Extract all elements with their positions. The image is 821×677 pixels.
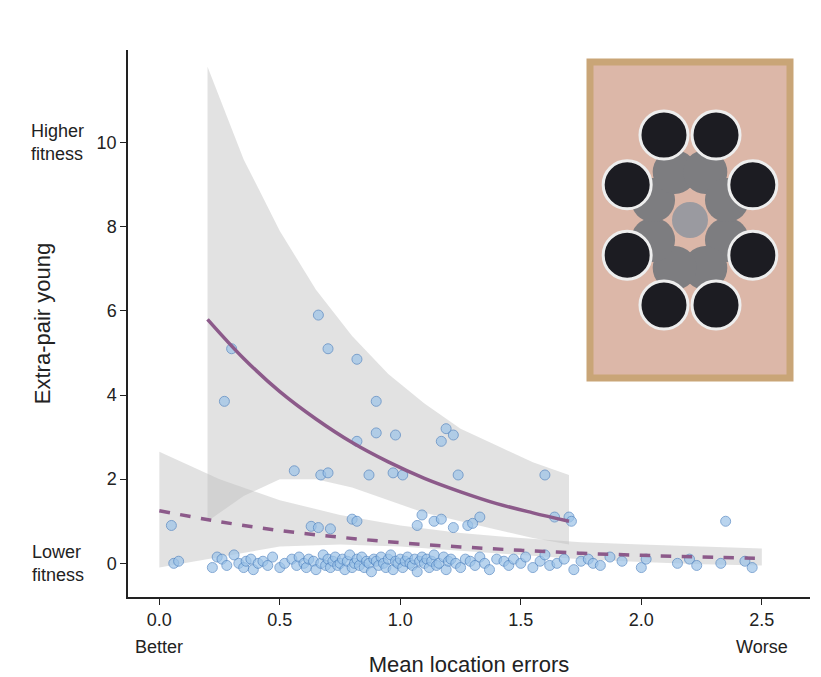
svg-text:1.5: 1.5 bbox=[508, 610, 533, 630]
svg-text:Higherfitness: Higherfitness bbox=[31, 121, 84, 164]
svg-text:Extra-pair young: Extra-pair young bbox=[30, 243, 55, 404]
svg-text:Lowerfitness: Lowerfitness bbox=[32, 542, 84, 585]
svg-text:8: 8 bbox=[107, 217, 117, 237]
svg-text:10: 10 bbox=[97, 133, 117, 153]
svg-text:2.5: 2.5 bbox=[749, 610, 774, 630]
svg-text:Worse: Worse bbox=[736, 637, 788, 657]
svg-text:0.5: 0.5 bbox=[267, 610, 292, 630]
svg-text:Better: Better bbox=[135, 637, 183, 657]
svg-text:6: 6 bbox=[107, 301, 117, 321]
svg-text:Mean location errors: Mean location errors bbox=[369, 652, 570, 677]
svg-text:0: 0 bbox=[107, 554, 117, 574]
svg-text:2.0: 2.0 bbox=[629, 610, 654, 630]
svg-text:0.0: 0.0 bbox=[147, 610, 172, 630]
svg-text:2: 2 bbox=[107, 469, 117, 489]
svg-text:1.0: 1.0 bbox=[388, 610, 413, 630]
svg-text:4: 4 bbox=[107, 385, 117, 405]
